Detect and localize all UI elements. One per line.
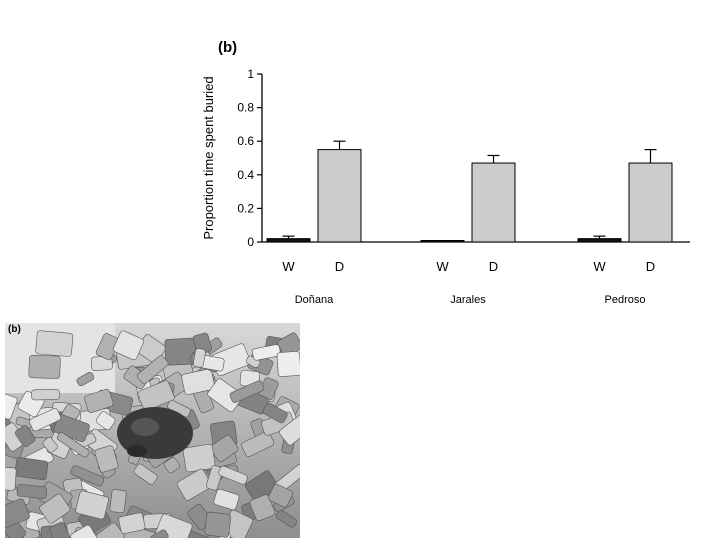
specimen-photo: (b): [5, 323, 300, 538]
y-axis-label: Proportion time spent buried: [201, 76, 216, 239]
bar-category-label: W: [282, 259, 295, 274]
group-label: Doñana: [295, 294, 334, 306]
group-label: Pedroso: [605, 294, 646, 306]
bar-chart: (b) Proportion time spent buried 0 0.2 0.4…: [201, 39, 690, 306]
y-tick-label: 0.4: [237, 168, 254, 182]
chart-labels: 0 0.2 0.4 0.6 0.8 1 W D Doñana W D Jarales W D Pedroso: [237, 67, 655, 306]
chart-panel-label: (b): [218, 39, 237, 56]
bar-jarales-d: [471, 162, 516, 243]
photo-panel-label: (b): [8, 324, 21, 335]
bar-doana-d: [317, 149, 362, 243]
bar-doana-w: [266, 238, 311, 243]
bar-pedroso-w: [577, 238, 622, 243]
group-label: Jarales: [450, 294, 486, 306]
y-tick-label: 0.2: [237, 201, 254, 215]
chart-bars: [266, 140, 673, 243]
bar-category-label: D: [335, 259, 344, 274]
y-tick-label: 1: [247, 67, 254, 81]
bar-category-label: D: [646, 259, 655, 274]
y-tick-label: 0: [247, 235, 254, 249]
bar-category-label: W: [593, 259, 606, 274]
bar-jarales-w: [420, 240, 465, 243]
bar-category-label: W: [436, 259, 449, 274]
bar-pedroso-d: [628, 162, 673, 243]
vermiculite-toad-image: [5, 323, 300, 538]
y-tick-label: 0.8: [237, 101, 254, 115]
bar-category-label: D: [489, 259, 498, 274]
y-tick-label: 0.6: [237, 134, 254, 148]
